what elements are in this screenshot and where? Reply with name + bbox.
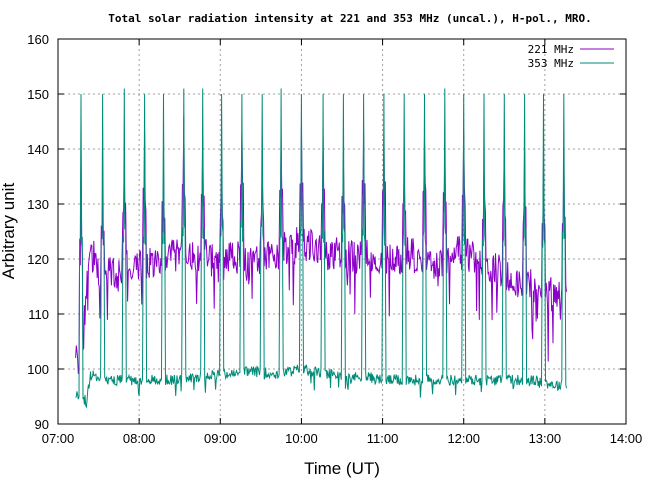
x-axis-label: Time (UT): [304, 459, 380, 478]
chart-title: Total solar radiation intensity at 221 a…: [108, 12, 591, 25]
x-tick-label: 09:00: [204, 431, 237, 446]
y-tick-label: 90: [35, 417, 49, 432]
legend-label-221: 221 MHz: [528, 43, 574, 56]
x-tick-label: 13:00: [529, 431, 562, 446]
grid: [58, 39, 626, 424]
x-tick-label: 11:00: [367, 431, 399, 446]
y-tick-label: 150: [27, 87, 49, 102]
x-tick-label: 10:00: [285, 431, 318, 446]
y-tick-label: 140: [27, 142, 49, 157]
y-tick-label: 160: [27, 32, 49, 47]
x-tick-label: 08:00: [123, 431, 156, 446]
plot-frame: [57, 38, 627, 425]
y-tick-label: 120: [27, 252, 49, 267]
y-axis-label: Arbitrary unit: [0, 183, 18, 280]
legend: 221 MHz 353 MHz: [528, 43, 614, 70]
tick-layer: 90 100 110 120 130 140 150 160 07:00 08:00 09:00 10…: [27, 32, 642, 446]
series-line-353: [75, 88, 567, 409]
y-tick-label: 100: [27, 362, 49, 377]
y-tick-label: 110: [28, 307, 49, 322]
series-layer: [75, 88, 567, 409]
y-tick-label: 130: [27, 197, 49, 212]
x-tick-label: 07:00: [42, 431, 75, 446]
x-tick-label: 12:00: [447, 431, 480, 446]
x-tick-label: 14:00: [610, 431, 643, 446]
legend-label-353: 353 MHz: [528, 57, 574, 70]
